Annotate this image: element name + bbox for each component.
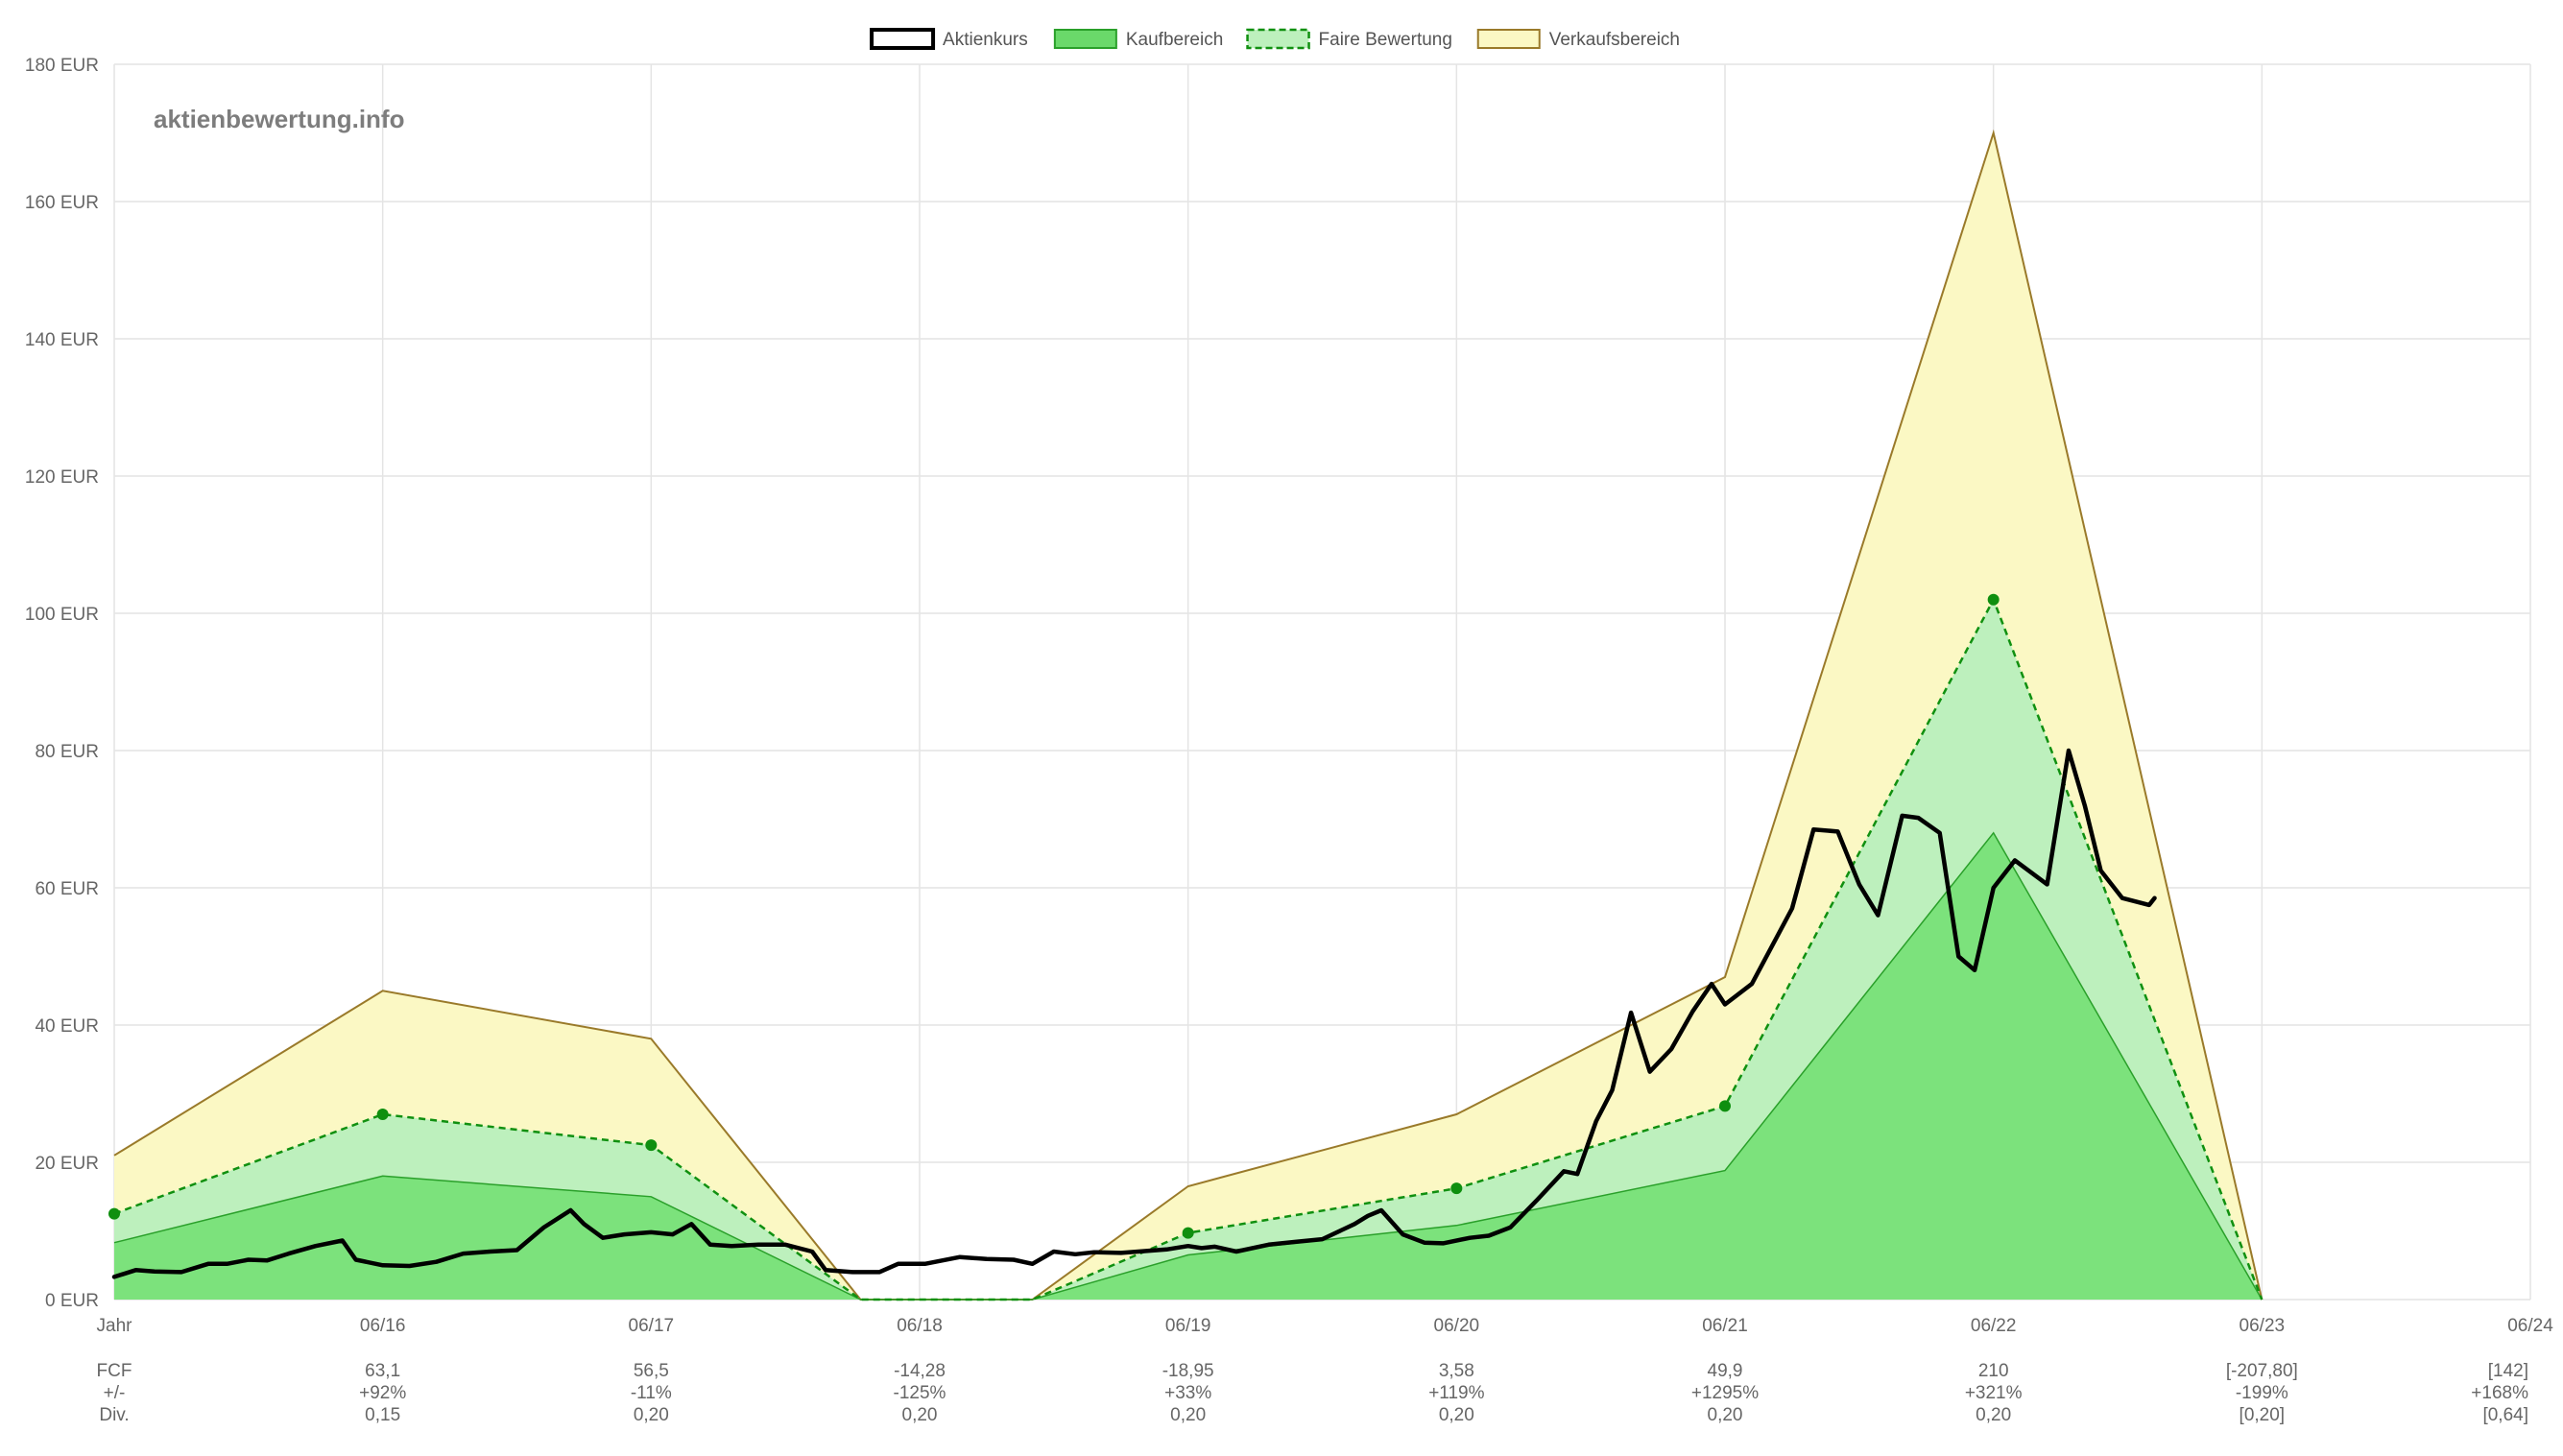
y-tick-label: 0 EUR [45, 1291, 99, 1311]
x-tick-label: Jahr [97, 1316, 133, 1336]
y-tick-label: 120 EUR [25, 467, 99, 488]
table-cell: 0,20 [1976, 1405, 2011, 1425]
table-cell: 0,20 [634, 1405, 669, 1425]
table-cell: -125% [894, 1383, 946, 1403]
kaufbereich-area [114, 832, 2263, 1300]
table-cell: -199% [2236, 1383, 2288, 1403]
legend-swatch [870, 28, 936, 50]
table-cell: 0,20 [1439, 1405, 1474, 1425]
aktienkurs-line [111, 748, 2157, 1279]
y-tick-label: 60 EUR [35, 879, 99, 899]
watermark: aktienbewertung.info [154, 105, 404, 133]
legend-item-aktienkurs[interactable]: Aktienkurs [870, 28, 1028, 50]
verkaufsbereich-line [113, 129, 2264, 1301]
table-cell: 3,58 [1439, 1361, 1474, 1381]
x-tick-label: 06/23 [2240, 1316, 2286, 1336]
table-cell: [0,20] [2240, 1405, 2286, 1425]
axes: 0 EUR 20 EUR 40 EUR 60 EUR 80 EUR 100 EUR 120 … [25, 56, 2553, 1336]
x-tick-label: 06/22 [1971, 1316, 2017, 1336]
faire-bewertung-point [645, 1139, 658, 1152]
y-tick-label: 100 EUR [25, 605, 99, 625]
faire-bewertung-line [113, 596, 2264, 1301]
x-tick-label: 06/20 [1434, 1316, 1480, 1336]
table-cell: +33% [1164, 1383, 1211, 1403]
faire-bewertung-point [1719, 1100, 1731, 1112]
table-cell: +321% [1965, 1383, 2023, 1403]
table-row-label: Div. [99, 1405, 129, 1425]
table-cell: [142] [2488, 1361, 2528, 1381]
x-tick-label: 06/18 [897, 1316, 943, 1336]
faire-bewertung-point [108, 1207, 120, 1220]
x-tick-label: 06/17 [629, 1316, 675, 1336]
y-tick-label: 180 EUR [25, 56, 99, 76]
table-cell: 0,20 [1708, 1405, 1743, 1425]
table-cell: +168% [2471, 1383, 2528, 1403]
x-tick-label: 06/24 [2507, 1316, 2553, 1336]
table-row-label: FCF [97, 1361, 132, 1381]
table-cell: [0,64] [2482, 1405, 2528, 1425]
table-cell: -14,28 [894, 1361, 946, 1381]
y-tick-label: 140 EUR [25, 330, 99, 350]
table-cell: -18,95 [1162, 1361, 1214, 1381]
faire-bewertung-area [114, 599, 2263, 1300]
areas [114, 132, 2263, 1300]
table-cell: 0,20 [902, 1405, 938, 1425]
faire-bewertung-point [1182, 1227, 1194, 1239]
legend-item-kaufbereich[interactable]: Kaufbereich [1053, 29, 1223, 50]
table-row-label: +/- [104, 1383, 126, 1403]
table-cell: 0,20 [1170, 1405, 1206, 1425]
legend-item-verkaufsbereich[interactable]: Verkaufsbereich [1476, 29, 1680, 50]
data-table: FCF 63,1 56,5 -14,28 -18,95 3,58 49,9 210 [-207,… [97, 1361, 2529, 1425]
table-cell: 0,15 [365, 1405, 400, 1425]
faire-bewertung-point [1450, 1182, 1463, 1195]
legend[interactable]: Aktienkurs Kaufbereich Faire Bewertung Verk… [870, 28, 1680, 50]
legend-label: Faire Bewertung [1319, 30, 1452, 50]
y-tick-label: 40 EUR [35, 1016, 99, 1037]
table-cell: 56,5 [634, 1361, 669, 1381]
lines [108, 129, 2264, 1301]
x-tick-label: 06/16 [360, 1316, 406, 1336]
x-tick-label: 06/21 [1702, 1316, 1748, 1336]
table-cell: 210 [1978, 1361, 2009, 1381]
legend-label: Kaufbereich [1126, 30, 1223, 50]
table-cell: [-207,80] [2226, 1361, 2298, 1381]
legend-item-faire-bewertung[interactable]: Faire Bewertung [1246, 28, 1452, 50]
x-tick-label: 06/19 [1165, 1316, 1211, 1336]
kaufbereich-line [113, 831, 2263, 1301]
y-tick-label: 20 EUR [35, 1154, 99, 1174]
legend-swatch [1476, 29, 1541, 49]
table-cell: +119% [1428, 1383, 1484, 1403]
legend-label: Verkaufsbereich [1549, 30, 1680, 50]
table-cell: 49,9 [1708, 1361, 1743, 1381]
faire-bewertung-point [1987, 593, 2000, 606]
table-cell: -11% [631, 1383, 672, 1403]
legend-label: Aktienkurs [943, 30, 1028, 50]
table-cell: 63,1 [365, 1361, 400, 1381]
y-tick-label: 80 EUR [35, 742, 99, 762]
y-tick-label: 160 EUR [25, 193, 99, 213]
verkaufsbereich-area [114, 132, 2263, 1300]
table-cell: +1295% [1691, 1383, 1759, 1403]
faire-bewertung-point [376, 1108, 389, 1120]
legend-swatch [1246, 28, 1310, 50]
table-cell: +92% [359, 1383, 406, 1403]
legend-swatch [1053, 29, 1117, 49]
